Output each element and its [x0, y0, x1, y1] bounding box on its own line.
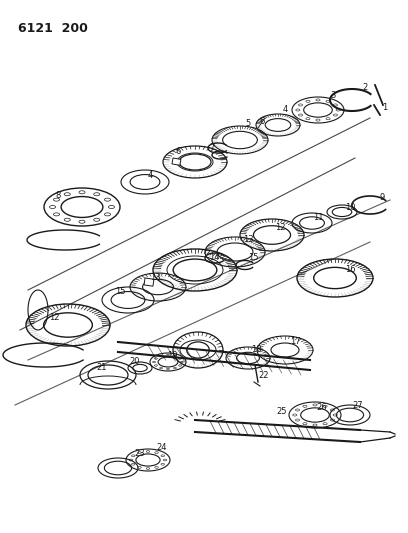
Text: 24: 24 — [157, 443, 167, 453]
Bar — [144, 278, 154, 286]
Text: 11: 11 — [313, 214, 323, 222]
Text: 21: 21 — [97, 364, 107, 373]
Text: 6121  200: 6121 200 — [18, 22, 88, 35]
Text: 8: 8 — [55, 190, 61, 199]
Text: 12: 12 — [275, 223, 285, 232]
Text: 2: 2 — [362, 84, 368, 93]
Text: 14: 14 — [209, 254, 219, 262]
Text: 6: 6 — [175, 148, 181, 157]
Text: 16: 16 — [345, 265, 355, 274]
Text: 13: 13 — [150, 273, 160, 282]
Text: 10: 10 — [345, 204, 355, 213]
Text: 22: 22 — [259, 372, 269, 381]
Text: 27: 27 — [353, 400, 363, 409]
Text: 3: 3 — [330, 92, 336, 101]
Text: 12: 12 — [49, 313, 59, 322]
Text: 18: 18 — [251, 345, 261, 354]
Text: 23: 23 — [135, 449, 145, 458]
Text: 20: 20 — [130, 358, 140, 367]
Text: 5: 5 — [245, 119, 251, 128]
Text: 15: 15 — [248, 254, 258, 262]
Bar — [172, 158, 181, 165]
Text: 19: 19 — [167, 351, 177, 359]
Text: 15: 15 — [115, 287, 125, 296]
Text: 7: 7 — [209, 143, 215, 152]
Text: 1: 1 — [382, 103, 388, 112]
Text: 9: 9 — [379, 193, 385, 203]
Text: 26: 26 — [317, 403, 327, 413]
Text: 13: 13 — [243, 236, 253, 245]
Text: 6: 6 — [259, 117, 265, 126]
Text: 4: 4 — [147, 171, 153, 180]
Text: 17: 17 — [290, 337, 300, 346]
Text: 4: 4 — [282, 106, 288, 115]
Text: 25: 25 — [277, 408, 287, 416]
